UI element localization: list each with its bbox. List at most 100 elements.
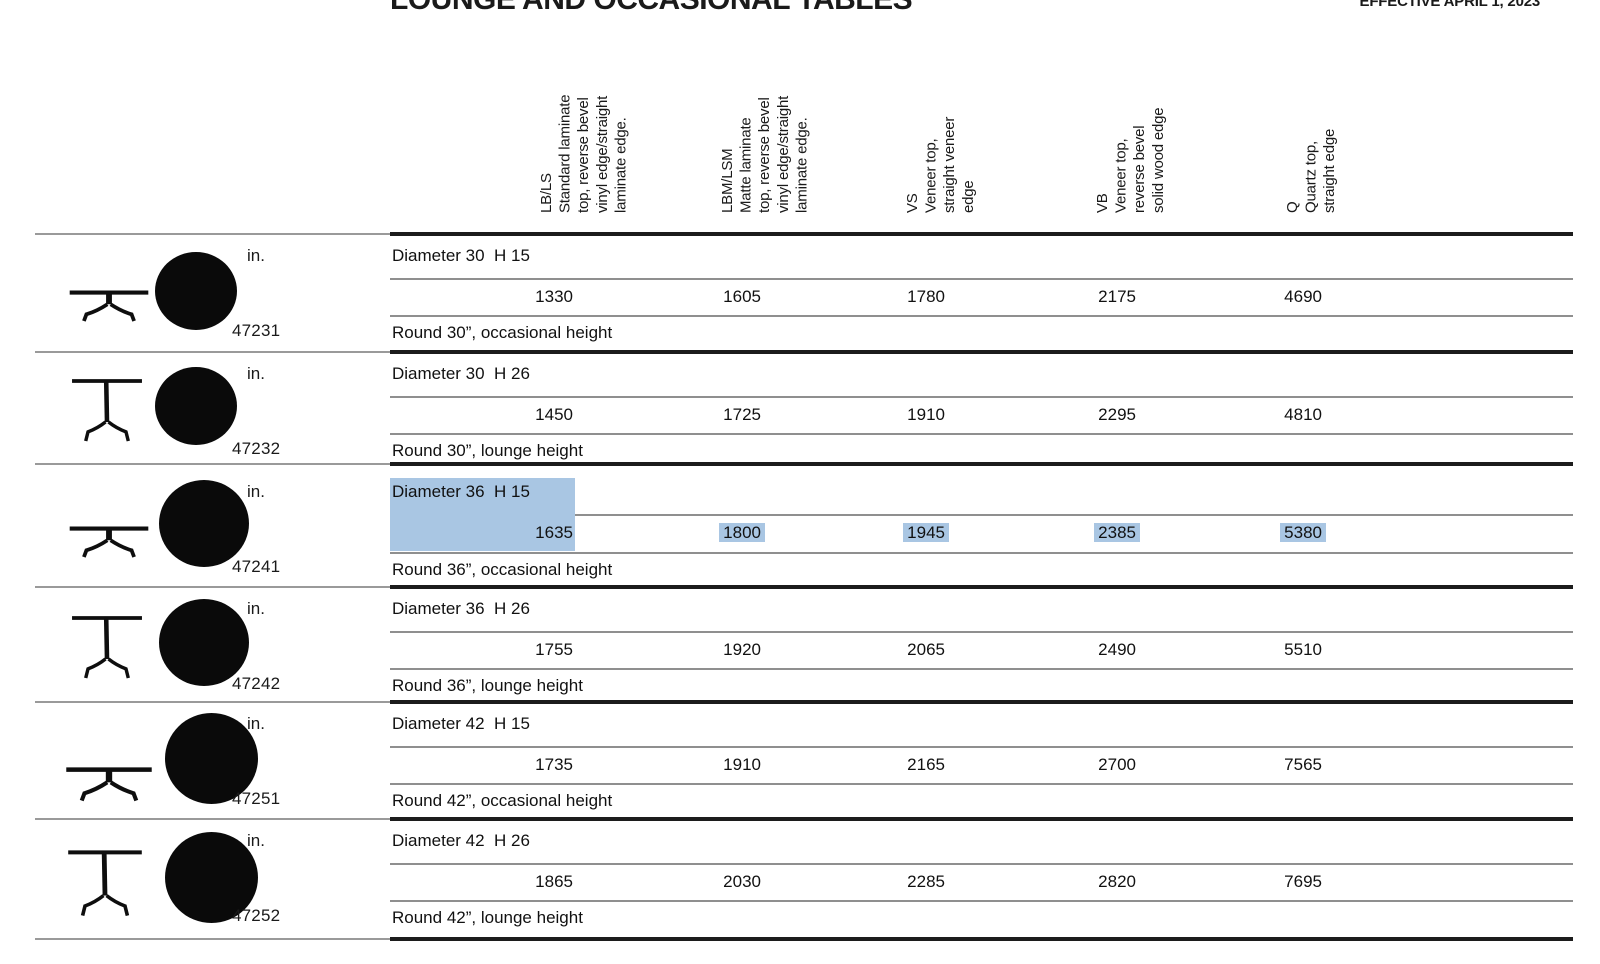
effective-date: EFFECTIVE APRIL 1, 2023 [1359, 0, 1541, 10]
table-side-view-icon [67, 280, 151, 326]
selection-highlight [390, 478, 575, 514]
model-number: 47232 [232, 439, 281, 458]
description-text: Round 42”, lounge height [392, 908, 583, 927]
model-number: 47251 [232, 789, 281, 808]
divider [35, 938, 390, 940]
description-text: Round 30”, lounge height [392, 441, 583, 460]
divider [390, 900, 1573, 902]
table-top-view-icon [155, 367, 237, 445]
dimensions-cell: Diameter 42 H 26 [390, 821, 1573, 863]
description-cell: Round 42”, occasional height [390, 785, 1573, 817]
column-header-lb-ls: LB/LS Standard laminate top, reverse bev… [538, 94, 630, 213]
table-row-47232: in. 47232 Diameter 30 H 26 1450 1725 191… [35, 350, 1573, 462]
dimensions-cell: Diameter 30 H 15 [390, 236, 1573, 278]
price-cell: 1910 [723, 755, 761, 774]
price-cell: 2065 [907, 640, 945, 659]
unit-label: in. [247, 482, 265, 501]
price-row: 1450 1725 1910 2295 4810 [390, 397, 1573, 433]
description-cell: Round 36”, occasional height [390, 554, 1573, 585]
price-cell: 2700 [1098, 755, 1136, 774]
selection-highlight: 1800 [719, 523, 765, 542]
divider [35, 351, 390, 353]
table-top-view-icon [155, 252, 237, 330]
price-cell: 2295 [1098, 405, 1136, 424]
price-cell: 7565 [1284, 755, 1322, 774]
description-cell: Round 30”, lounge height [390, 435, 1573, 462]
table-row-47251: in. 47251 Diameter 42 H 15 1735 1910 216… [35, 700, 1573, 817]
price-cell: 2490 [1098, 640, 1136, 659]
divider [390, 585, 1573, 589]
table-side-view-icon [69, 372, 145, 450]
price-cell: 5380 [1280, 515, 1326, 551]
price-cell: 1725 [723, 405, 761, 424]
table-top-view-icon [165, 832, 258, 923]
model-number: 47242 [232, 674, 281, 693]
table-top-view-icon [165, 713, 258, 804]
divider [390, 668, 1573, 670]
price-cell: 2285 [907, 872, 945, 891]
dimensions-text: Diameter 42 H 26 [392, 831, 530, 850]
price-cell: 1605 [723, 287, 761, 306]
divider [390, 631, 1573, 633]
price-cell: 1450 [535, 405, 573, 424]
price-cell: 5510 [1284, 640, 1322, 659]
column-header-q: Q Quartz top, straight edge [1284, 128, 1339, 213]
table-bottom-divider [35, 937, 1573, 941]
dimensions-text: Diameter 30 H 15 [392, 246, 530, 265]
description-cell: Round 42”, lounge height [390, 902, 1573, 937]
description-cell: Round 30”, occasional height [390, 317, 1573, 350]
table-row-47242: in. 47242 Diameter 36 H 26 1755 1920 206… [35, 585, 1573, 700]
dimensions-text: Diameter 30 H 26 [392, 364, 530, 383]
price-cell: 1635 [535, 523, 573, 542]
dimensions-cell: Diameter 36 H 15 [390, 472, 1573, 514]
dimensions-cell: Diameter 36 H 26 [390, 589, 1573, 631]
divider [390, 514, 1573, 516]
divider [35, 701, 390, 703]
price-cell: 1735 [535, 755, 573, 774]
price-cell: 1755 [535, 640, 573, 659]
divider [390, 315, 1573, 317]
price-cell: 2165 [907, 755, 945, 774]
price-row: 1755 1920 2065 2490 5510 [390, 632, 1573, 668]
price-table: in. 47231 Diameter 30 H 15 1330 1605 178… [35, 232, 1573, 941]
table-top-view-icon [159, 480, 249, 567]
divider [390, 462, 1573, 466]
divider [390, 350, 1573, 354]
divider [390, 783, 1573, 785]
divider [390, 396, 1573, 398]
price-cell: 2030 [723, 872, 761, 891]
divider [35, 463, 390, 465]
price-cell: 1865 [535, 872, 573, 891]
price-cell: 2175 [1098, 287, 1136, 306]
selection-highlight: 2385 [1094, 523, 1140, 542]
price-row: 1735 1910 2165 2700 7565 [390, 747, 1573, 783]
price-cell: 2385 [1094, 515, 1140, 551]
table-row-47231: in. 47231 Diameter 30 H 15 1330 1605 178… [35, 232, 1573, 350]
column-header-vb: VB Veneer top, reverse bevel solid wood … [1094, 107, 1167, 213]
divider [35, 233, 390, 235]
divider [390, 232, 1573, 236]
table-row-47252: in. 47252 Diameter 42 H 26 1865 2030 228… [35, 817, 1573, 937]
price-cell: 1920 [723, 640, 761, 659]
divider [390, 863, 1573, 865]
divider [390, 937, 1573, 941]
unit-label: in. [247, 246, 265, 265]
price-row: 1330 1605 1780 2175 4690 [390, 279, 1573, 315]
table-row-47241: in. 47241 Diameter 36 H 15 1635 1800 194… [35, 462, 1573, 585]
dimensions-text: Diameter 36 H 26 [392, 599, 530, 618]
dimensions-text: Diameter 36 H 15 [392, 482, 530, 501]
dimensions-cell: Diameter 42 H 15 [390, 704, 1573, 746]
description-cell: Round 36”, lounge height [390, 670, 1573, 700]
divider [35, 586, 390, 588]
table-top-view-icon [159, 599, 249, 686]
divider [390, 433, 1573, 435]
column-header-lbm-lsm: LBM/LSM Matte laminate top, reverse beve… [719, 95, 811, 213]
selection-highlight: 1945 [903, 523, 949, 542]
price-cell: 1945 [903, 515, 949, 551]
selection-highlight [390, 513, 575, 551]
page-title: LOUNGE AND OCCASIONAL TABLES [390, 0, 913, 17]
price-row: 1865 2030 2285 2820 7695 [390, 864, 1573, 900]
price-cell: 1780 [907, 287, 945, 306]
unit-label: in. [247, 364, 265, 383]
